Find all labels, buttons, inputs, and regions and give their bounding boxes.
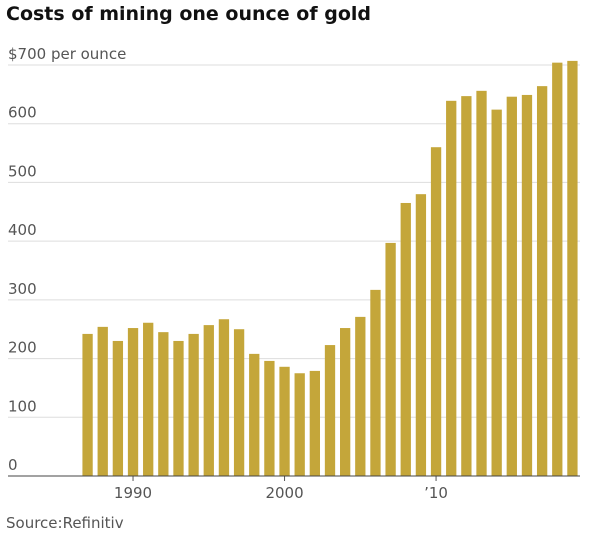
- y-tick-label: 100: [8, 397, 37, 415]
- bar: [112, 340, 124, 476]
- bar: [188, 333, 199, 476]
- bar: [370, 289, 381, 476]
- bar: [218, 319, 230, 476]
- bar: [415, 194, 427, 476]
- bar: [536, 86, 548, 476]
- chart-title: Costs of mining one ounce of gold: [6, 3, 371, 25]
- bar: [203, 325, 214, 476]
- bar: [567, 60, 578, 476]
- bar: [158, 332, 169, 476]
- source: Source:Refinitiv: [6, 514, 124, 532]
- bar: [355, 316, 366, 476]
- bar: [233, 329, 245, 476]
- bar: [249, 353, 260, 476]
- bar: [340, 328, 351, 476]
- bar: [97, 326, 108, 476]
- y-tick-label: 200: [8, 339, 37, 357]
- bar: [476, 90, 487, 476]
- y-tick-label: 500: [8, 162, 37, 180]
- bar: [385, 242, 396, 476]
- y-tick-label: 600: [8, 104, 37, 122]
- bar: [552, 62, 563, 476]
- bar: [461, 96, 472, 477]
- bar: [324, 345, 336, 476]
- x-tick-label: 2000: [265, 484, 303, 502]
- bar: [127, 328, 139, 476]
- bar: [521, 94, 533, 477]
- y-tick-label: 400: [8, 221, 37, 239]
- y-tick-label: 0: [8, 456, 18, 474]
- y-tick-label: 300: [8, 280, 37, 298]
- bar: [446, 100, 457, 477]
- bar: [82, 333, 93, 476]
- bar: [491, 109, 502, 476]
- bar: [173, 340, 184, 476]
- x-tick-label: ’10: [424, 484, 448, 502]
- bar: [430, 147, 442, 476]
- bar: [264, 360, 275, 476]
- bar: [400, 202, 411, 476]
- x-tick-label: 1990: [114, 484, 152, 502]
- y-tick-label: $700 per ounce: [8, 45, 126, 63]
- bar: [143, 322, 154, 476]
- bar: [294, 373, 305, 476]
- bar: [506, 96, 517, 476]
- bar: [279, 366, 290, 476]
- bar: [309, 370, 320, 476]
